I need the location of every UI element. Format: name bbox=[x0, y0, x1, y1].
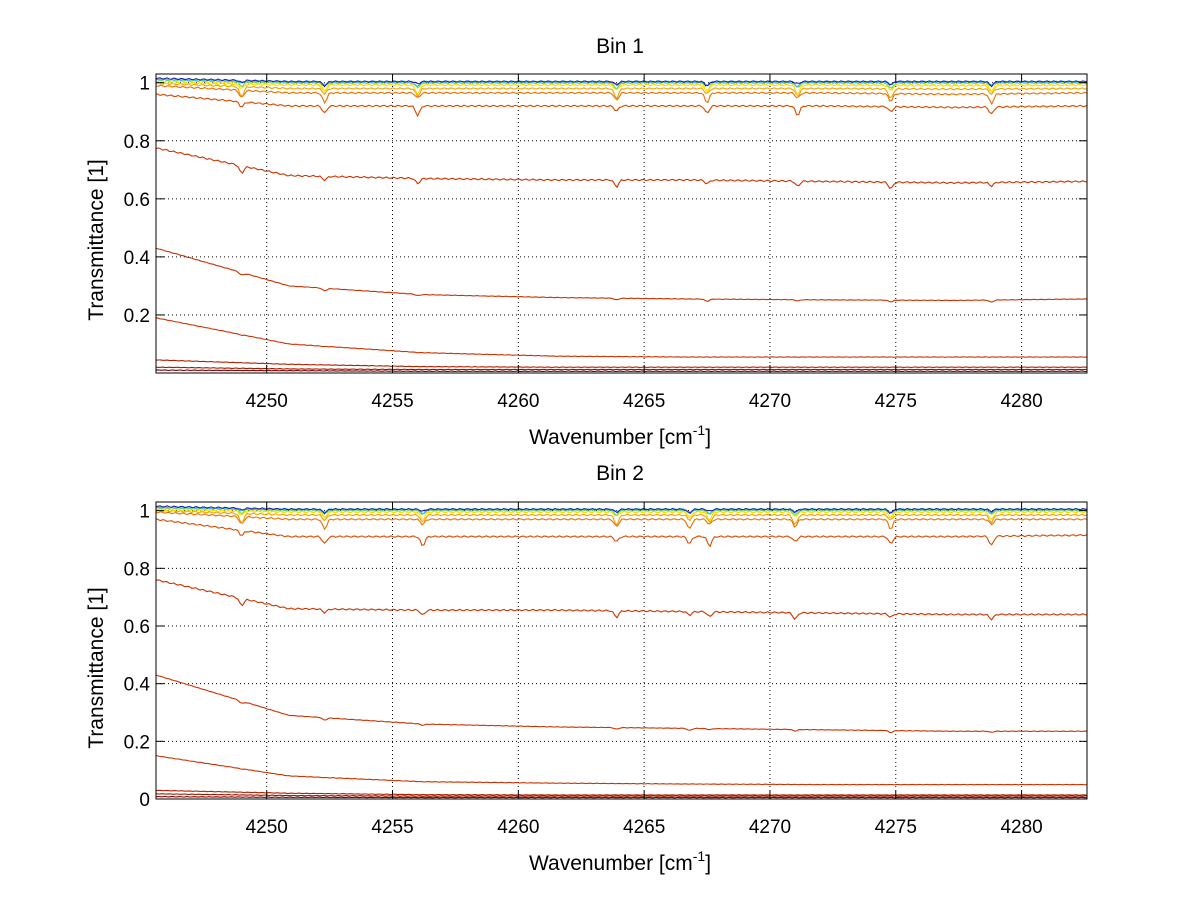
y-tick-label: 0 bbox=[139, 790, 150, 811]
x-tick-label: 4260 bbox=[497, 817, 539, 838]
series-line bbox=[155, 505, 1088, 515]
series-line bbox=[155, 147, 1088, 190]
y-tick-label: 0.8 bbox=[124, 559, 150, 580]
series-line bbox=[155, 369, 1088, 373]
x-tick-label: 4265 bbox=[623, 817, 665, 838]
y-tick-label: 0.6 bbox=[124, 617, 150, 638]
series-line bbox=[155, 789, 1088, 796]
series-line bbox=[155, 755, 1088, 786]
series-line bbox=[155, 795, 1088, 799]
y-tick-label: 1 bbox=[139, 74, 150, 95]
series-line bbox=[155, 81, 1088, 96]
series-line bbox=[155, 579, 1088, 621]
series-line bbox=[155, 317, 1088, 358]
series-line bbox=[155, 359, 1088, 368]
subplot-bin-1: Bin 1 Wavenumber [cm-1] Transmittance [1… bbox=[85, 35, 1088, 449]
x-axis-label-text: Wavenumber [cm bbox=[529, 852, 693, 875]
subplot-bin-2: Bin 2 Wavenumber [cm-1] Transmittance [1… bbox=[85, 462, 1088, 875]
x-tick-label: 4270 bbox=[749, 391, 791, 412]
x-tick-label: 4250 bbox=[246, 817, 288, 838]
x-axis-label-suffix: ] bbox=[705, 426, 711, 449]
series-line bbox=[155, 674, 1088, 734]
x-tick-label: 4255 bbox=[371, 817, 413, 838]
x-axis-label: Wavenumber [cm-1] bbox=[529, 422, 711, 449]
y-tick-label: 0.2 bbox=[124, 732, 150, 753]
chart-title: Bin 1 bbox=[596, 35, 644, 58]
series-line bbox=[155, 82, 1088, 100]
y-tick-label: 0.2 bbox=[124, 306, 150, 327]
series-line bbox=[155, 84, 1088, 106]
y-axis-label: Transmittance [1] bbox=[85, 159, 108, 320]
x-tick-label: 4250 bbox=[246, 391, 288, 412]
series-line bbox=[155, 509, 1088, 527]
x-tick-label: 4265 bbox=[623, 391, 665, 412]
y-axis-label: Transmittance [1] bbox=[85, 587, 108, 748]
series-line bbox=[155, 518, 1088, 548]
series-line bbox=[155, 247, 1088, 303]
series-line bbox=[155, 793, 1087, 797]
chart-title: Bin 2 bbox=[596, 462, 644, 485]
series-line bbox=[155, 511, 1088, 531]
series-line bbox=[155, 93, 1088, 118]
x-axis-label: Wavenumber [cm-1] bbox=[529, 848, 711, 875]
series-line bbox=[155, 366, 1087, 371]
x-tick-label: 4275 bbox=[875, 817, 917, 838]
x-axis-label-suffix: ] bbox=[705, 852, 711, 875]
x-tick-label: 4270 bbox=[749, 817, 791, 838]
y-tick-label: 0.6 bbox=[124, 190, 150, 211]
x-tick-label: 4260 bbox=[497, 391, 539, 412]
series-line bbox=[155, 77, 1088, 88]
x-axis-label-text: Wavenumber [cm bbox=[529, 426, 693, 449]
axes-frame bbox=[155, 73, 1088, 374]
y-tick-label: 0.8 bbox=[124, 132, 150, 153]
x-axis-label-superscript: -1 bbox=[693, 422, 706, 438]
y-tick-label: 1 bbox=[139, 502, 150, 523]
axes-frame bbox=[155, 501, 1088, 800]
y-tick-label: 0.4 bbox=[124, 248, 151, 269]
x-tick-label: 4255 bbox=[371, 391, 413, 412]
x-tick-label: 4280 bbox=[1000, 817, 1042, 838]
x-axis-label-superscript: -1 bbox=[693, 848, 706, 864]
x-tick-label: 4280 bbox=[1000, 391, 1042, 412]
x-tick-label: 4275 bbox=[875, 391, 917, 412]
y-tick-label: 0.4 bbox=[124, 675, 151, 696]
